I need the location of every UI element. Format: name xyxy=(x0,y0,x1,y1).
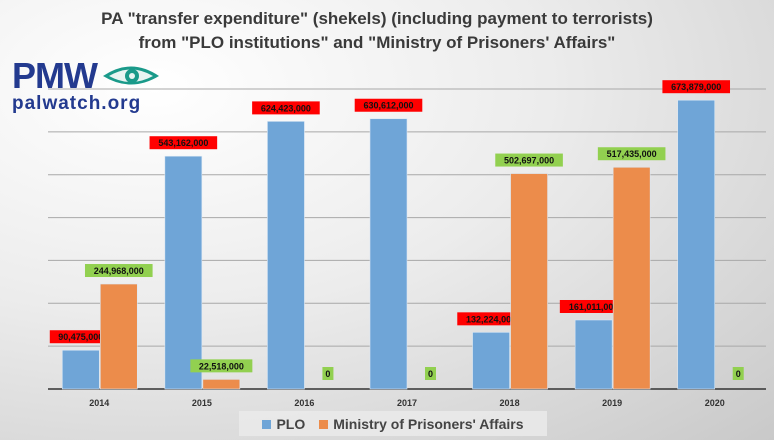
data-label-text: 90,475,000 xyxy=(58,332,103,342)
data-label-box xyxy=(559,299,628,313)
eye-icon xyxy=(102,66,159,85)
plo-bar xyxy=(61,349,100,390)
data-label-box xyxy=(190,359,253,373)
data-label-box xyxy=(252,101,320,115)
data-label: 0 xyxy=(425,367,436,380)
data-label-text: 132,224,000 xyxy=(466,314,516,324)
legend-item-ministry: Ministry of Prisoners' Affairs xyxy=(319,415,524,432)
data-label: 517,435,000 xyxy=(597,147,666,161)
data-label: 0 xyxy=(322,367,334,380)
data-label-text: 502,697,000 xyxy=(504,156,554,166)
plo-bar xyxy=(267,121,305,390)
x-tick-label: 2017 xyxy=(397,398,417,408)
data-label: 90,475,000 xyxy=(49,330,112,344)
data-label: 624,423,000 xyxy=(252,101,320,115)
data-label: 161,011,000 xyxy=(559,299,628,313)
logo-main-text: PMW xyxy=(12,55,98,96)
x-tick-label: 2015 xyxy=(192,398,212,408)
data-label-text: 22,518,000 xyxy=(199,361,244,371)
logo-sub-text: palwatch.org xyxy=(12,93,142,114)
data-label-box xyxy=(457,312,525,326)
data-label: 630,612,000 xyxy=(354,98,423,112)
plo-bar xyxy=(369,118,408,390)
legend-label-plo: PLO xyxy=(276,415,306,432)
ministry-bar xyxy=(99,283,138,390)
data-label: 0 xyxy=(732,367,744,380)
chart-title-line2: from "PLO institutions" and "Ministry of… xyxy=(138,33,616,52)
data-label: 673,879,000 xyxy=(662,80,731,94)
data-label-box xyxy=(354,98,423,112)
data-label: 22,518,000 xyxy=(190,359,253,373)
plo-bar xyxy=(574,319,613,390)
data-label-text: 161,011,000 xyxy=(569,302,619,312)
pmw-logo: PMW palwatch.org xyxy=(12,58,161,114)
x-tick-label: 2014 xyxy=(89,398,109,408)
data-label-text: 244,968,000 xyxy=(94,266,144,276)
x-tick-label: 2020 xyxy=(705,398,725,408)
data-label-box xyxy=(322,367,334,380)
data-label-text: 543,162,000 xyxy=(158,138,208,148)
data-label-text: 624,423,000 xyxy=(261,103,311,113)
data-label-box xyxy=(732,367,744,380)
plo-bar xyxy=(472,332,510,390)
ministry-bar xyxy=(510,173,548,390)
plo-bar xyxy=(677,99,716,390)
x-tick-label: 2019 xyxy=(602,398,622,408)
x-tick-label: 2016 xyxy=(294,398,314,408)
data-label: 132,224,000 xyxy=(457,312,525,326)
plo-bar xyxy=(164,155,203,390)
data-label-text: 517,435,000 xyxy=(607,149,657,159)
legend: PLO Ministry of Prisoners' Affairs xyxy=(239,411,547,436)
data-label-box xyxy=(425,367,436,380)
data-label: 502,697,000 xyxy=(495,153,563,167)
data-label: 244,968,000 xyxy=(84,264,153,278)
data-label-box xyxy=(49,330,112,344)
data-label: 543,162,000 xyxy=(149,136,218,150)
data-label-text: 0 xyxy=(428,369,433,379)
data-label-box xyxy=(662,80,731,94)
x-tick-label: 2018 xyxy=(500,398,520,408)
data-label-box xyxy=(149,136,218,150)
legend-item-plo: PLO xyxy=(262,416,305,432)
legend-swatch-plo xyxy=(262,420,272,430)
data-label-text: 0 xyxy=(325,369,330,379)
data-label-text: 673,879,000 xyxy=(671,82,721,92)
data-label-text: 0 xyxy=(736,369,741,379)
data-label-box xyxy=(495,153,563,167)
legend-swatch-ministry xyxy=(319,420,329,430)
ministry-bar xyxy=(612,166,651,390)
data-label-box xyxy=(84,264,153,278)
legend-label-ministry: Ministry of Prisoners' Affairs xyxy=(333,415,524,432)
data-label-box xyxy=(597,147,666,161)
data-label-text: 630,612,000 xyxy=(363,101,413,111)
chart-title-line1: PA "transfer expenditure" (shekels) (inc… xyxy=(101,9,653,28)
ministry-bar xyxy=(202,379,241,390)
